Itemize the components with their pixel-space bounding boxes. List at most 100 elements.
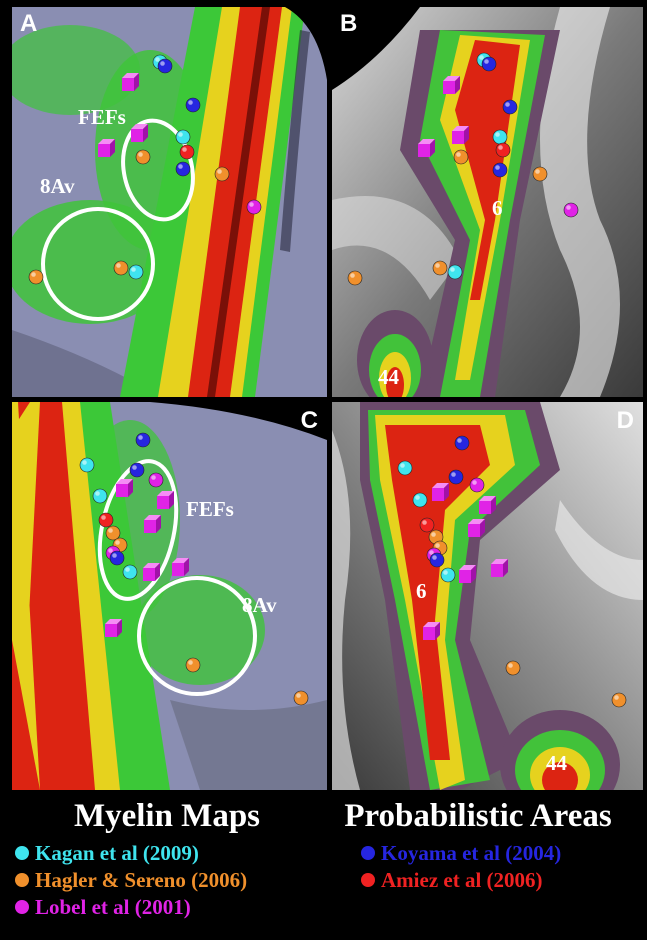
sphere-marker xyxy=(348,271,362,285)
legend-title: Probabilistic Areas xyxy=(344,798,612,834)
sphere-highlight xyxy=(108,528,113,533)
cube-marker xyxy=(479,496,496,514)
sphere-marker xyxy=(493,130,507,144)
sphere-highlight xyxy=(505,102,510,107)
sphere-highlight xyxy=(249,202,254,207)
sphere-highlight xyxy=(450,267,455,272)
legend-label: Amiez et al (2006) xyxy=(381,868,543,892)
cube-marker xyxy=(157,491,174,509)
legend-label: Hagler & Sereno (2006) xyxy=(35,868,247,892)
sphere-highlight xyxy=(443,570,448,575)
sphere-marker xyxy=(441,568,455,582)
cube-face xyxy=(452,131,464,144)
cube-face xyxy=(116,484,128,497)
cube-marker xyxy=(122,73,139,91)
sphere-highlight xyxy=(451,472,456,477)
cube-face xyxy=(131,129,143,142)
sphere-highlight xyxy=(138,435,143,440)
sphere-highlight xyxy=(484,59,489,64)
sphere-marker xyxy=(398,461,412,475)
sphere-marker xyxy=(503,100,517,114)
panel-label: B xyxy=(340,10,357,37)
sphere-marker xyxy=(564,203,578,217)
sphere-highlight xyxy=(131,267,136,272)
sphere-marker xyxy=(493,163,507,177)
cube-face xyxy=(144,520,156,533)
sphere-highlight xyxy=(432,555,437,560)
panel-label: C xyxy=(301,407,318,434)
sphere-highlight xyxy=(116,263,121,268)
legend-marker xyxy=(361,873,375,887)
cube-marker xyxy=(172,558,189,576)
sphere-marker xyxy=(136,150,150,164)
sphere-highlight xyxy=(138,152,143,157)
sphere-marker xyxy=(470,478,484,492)
cube-marker xyxy=(143,563,160,581)
sphere-marker xyxy=(136,433,150,447)
sphere-marker xyxy=(430,553,444,567)
region-label: 8Av xyxy=(40,174,75,198)
sphere-highlight xyxy=(132,465,137,470)
legend-label: Lobel et al (2001) xyxy=(35,895,191,919)
sphere-marker xyxy=(482,57,496,71)
sphere-marker xyxy=(186,98,200,112)
sphere-highlight xyxy=(82,460,87,465)
cube-marker xyxy=(491,559,508,577)
sphere-highlight xyxy=(178,164,183,169)
legend-marker xyxy=(15,873,29,887)
sphere-highlight xyxy=(614,695,619,700)
sphere-highlight xyxy=(217,169,222,174)
sphere-marker xyxy=(506,661,520,675)
cube-face xyxy=(459,570,471,583)
sphere-highlight xyxy=(400,463,405,468)
sphere-marker xyxy=(413,493,427,507)
sphere-highlight xyxy=(125,567,130,572)
panel-label: A xyxy=(20,10,37,37)
sphere-highlight xyxy=(479,55,484,60)
panel-c-map xyxy=(12,402,327,790)
cube-face xyxy=(122,78,134,91)
legend-marker xyxy=(15,900,29,914)
cube-marker xyxy=(144,515,161,533)
sphere-marker xyxy=(99,513,113,527)
region-label: 6 xyxy=(416,579,427,603)
sphere-marker xyxy=(455,436,469,450)
cube-marker xyxy=(418,139,435,157)
region-label: 8Av xyxy=(242,593,277,617)
sphere-highlight xyxy=(115,540,120,545)
sphere-marker xyxy=(130,463,144,477)
cube-face xyxy=(479,501,491,514)
sphere-marker xyxy=(612,693,626,707)
panel-label: D xyxy=(617,407,634,434)
sphere-highlight xyxy=(101,515,106,520)
sphere-highlight xyxy=(435,263,440,268)
cube-face xyxy=(98,144,110,157)
sphere-highlight xyxy=(112,553,117,558)
region-label: 44 xyxy=(378,365,400,389)
cube-marker xyxy=(459,565,476,583)
cube-face xyxy=(468,524,480,537)
panel-d-map xyxy=(332,402,643,820)
sphere-highlight xyxy=(498,145,503,150)
sphere-highlight xyxy=(422,520,427,525)
cube-marker xyxy=(443,76,460,94)
cube-marker xyxy=(468,519,485,537)
sphere-highlight xyxy=(188,100,193,105)
sphere-highlight xyxy=(431,532,436,537)
sphere-marker xyxy=(449,470,463,484)
cube-marker xyxy=(98,139,115,157)
sphere-highlight xyxy=(31,272,36,277)
cube-face xyxy=(157,496,169,509)
region-label: 44 xyxy=(546,751,568,775)
sphere-highlight xyxy=(296,693,301,698)
sphere-marker xyxy=(110,551,124,565)
sphere-marker xyxy=(294,691,308,705)
sphere-marker xyxy=(129,265,143,279)
cube-marker xyxy=(432,483,449,501)
sphere-highlight xyxy=(495,132,500,137)
sphere-marker xyxy=(114,261,128,275)
cube-face xyxy=(418,144,430,157)
legend-marker xyxy=(361,846,375,860)
cube-marker xyxy=(452,126,469,144)
cube-face xyxy=(143,568,155,581)
